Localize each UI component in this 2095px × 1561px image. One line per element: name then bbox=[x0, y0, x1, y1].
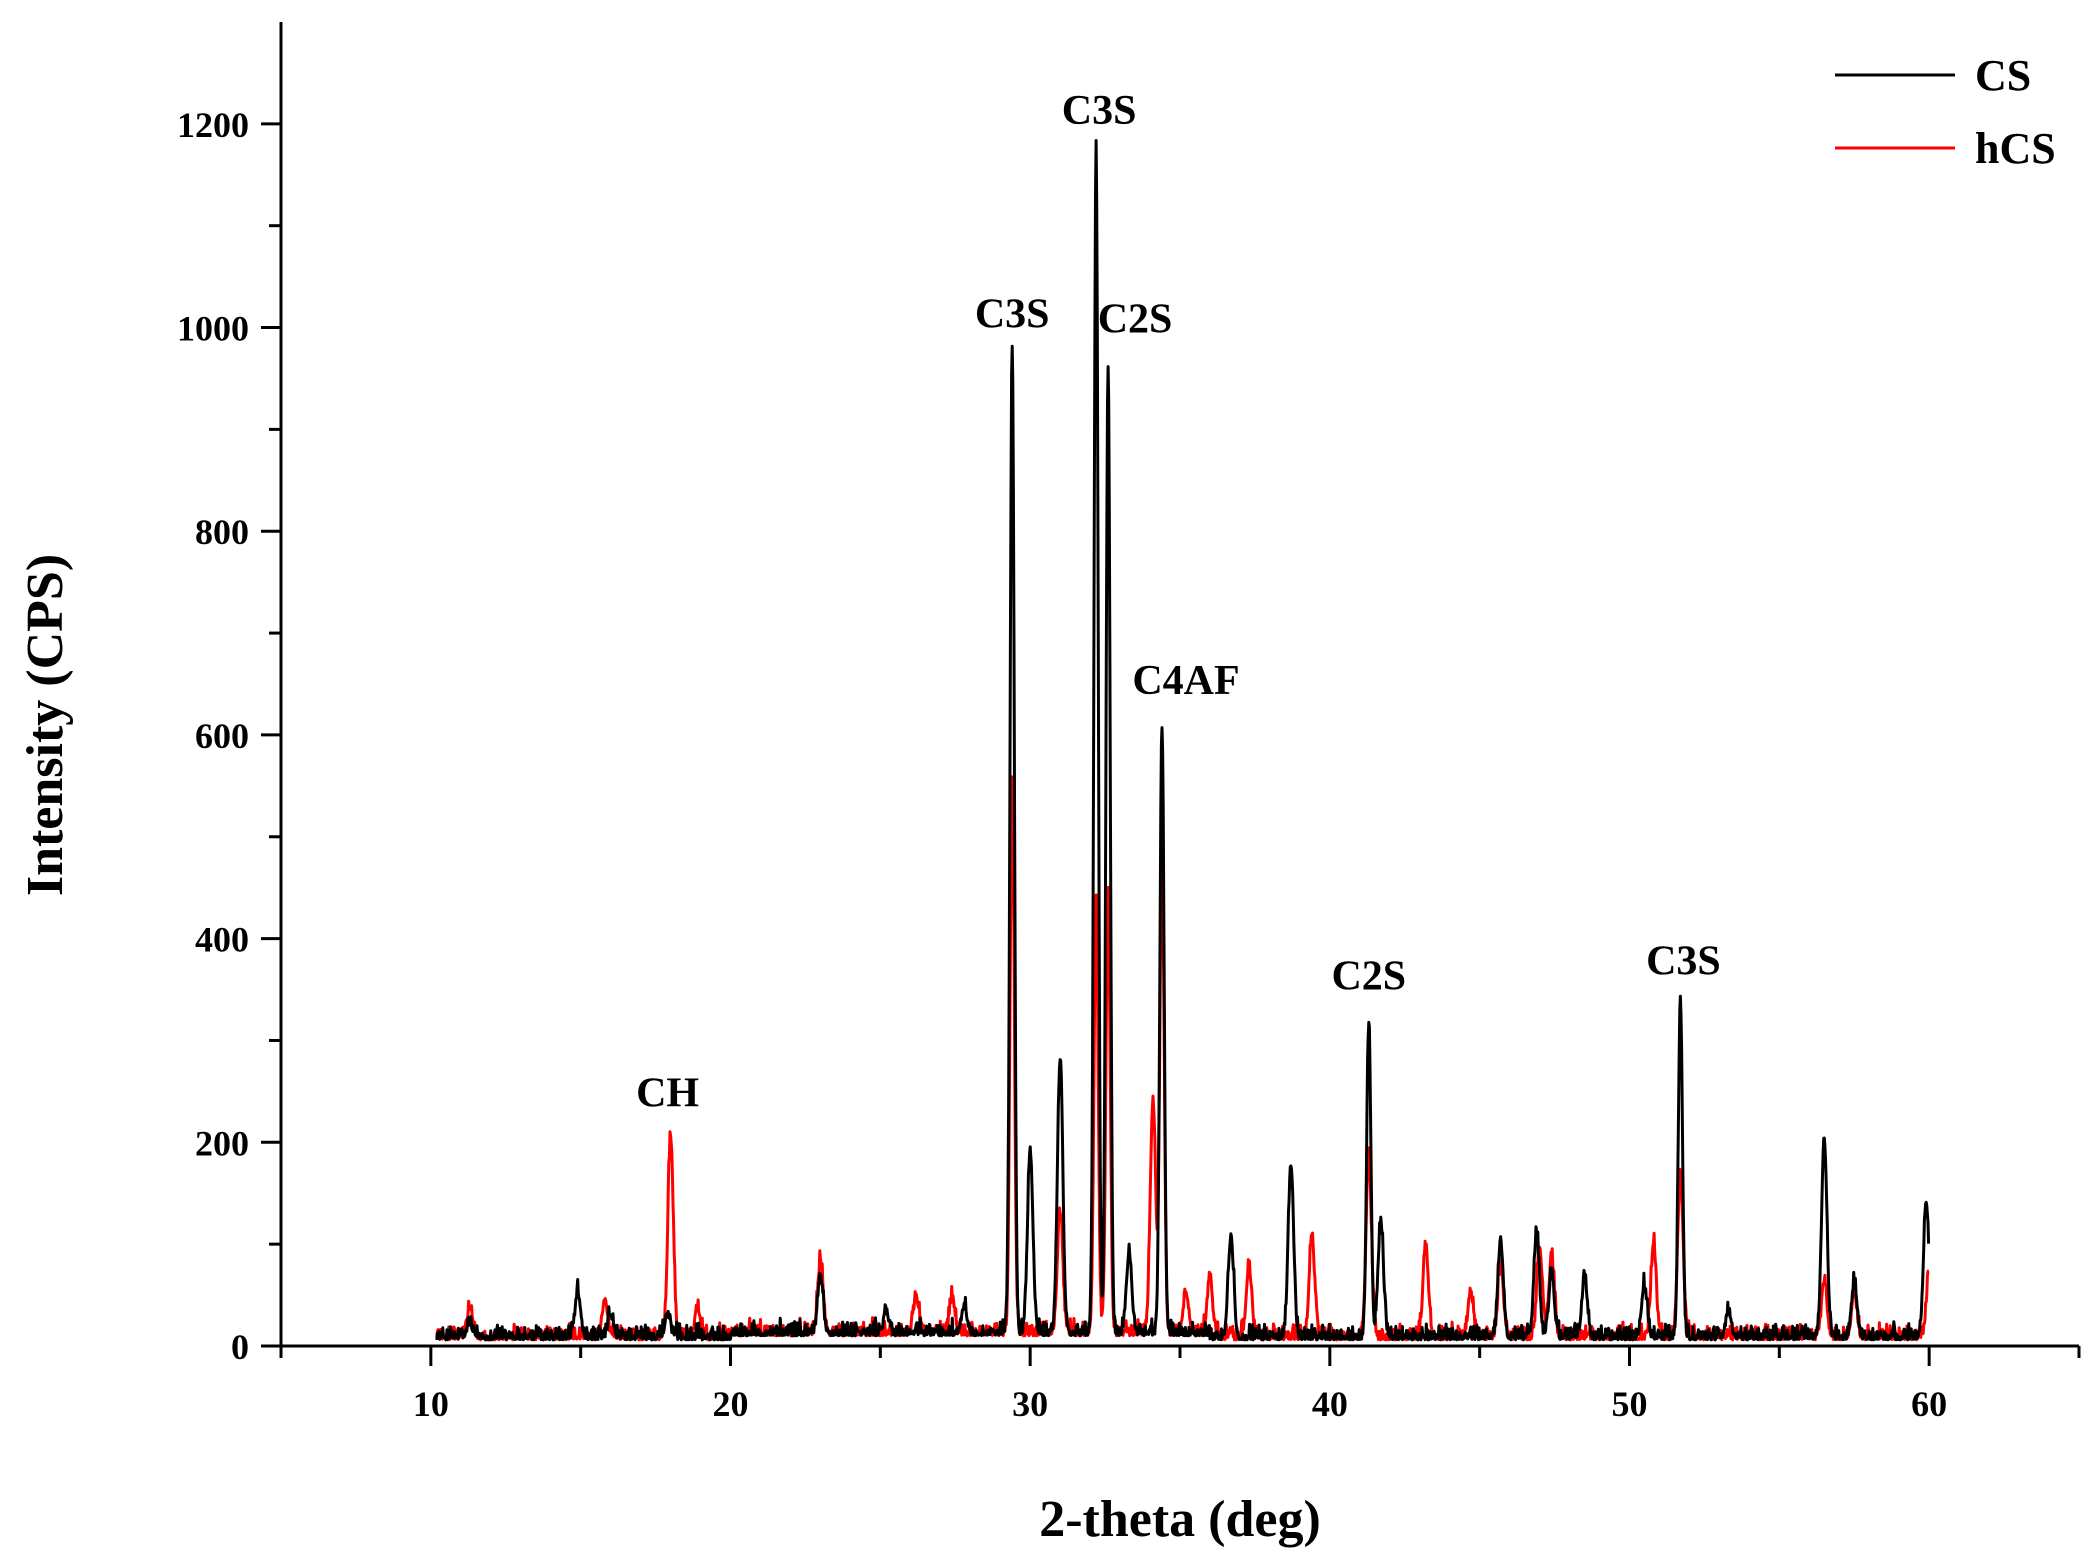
x-axis-title: 2-theta (deg) bbox=[1039, 1491, 1321, 1548]
x-tick-label: 60 bbox=[1911, 1384, 1947, 1424]
legend-label-CS: CS bbox=[1975, 51, 2031, 100]
y-axis-title: Intensity (CPS) bbox=[17, 554, 74, 896]
x-tick-label: 10 bbox=[413, 1384, 449, 1424]
y-tick-label: 400 bbox=[195, 920, 249, 960]
peak-annotations: CH C3S C3S C2S C4AF C2S C3S bbox=[636, 88, 1721, 1117]
legend: CS hCS bbox=[1835, 51, 2056, 173]
y-tick-label: 1000 bbox=[177, 309, 249, 349]
y-tick-label: 1200 bbox=[177, 105, 249, 145]
x-tick-label: 30 bbox=[1012, 1384, 1048, 1424]
x-axis-ticks: 10 20 30 40 50 60 bbox=[279, 1346, 2081, 1424]
x-tick-label: 20 bbox=[713, 1384, 749, 1424]
y-tick-label: 200 bbox=[195, 1123, 249, 1163]
x-tick-label: 40 bbox=[1312, 1384, 1348, 1424]
peak-annotation: C2S bbox=[1098, 297, 1173, 343]
peak-annotation: C3S bbox=[1646, 938, 1721, 984]
legend-label-hCS: hCS bbox=[1975, 124, 2056, 173]
peak-annotation: C2S bbox=[1331, 954, 1406, 1000]
series-line-hCS bbox=[435, 775, 1930, 1342]
x-tick-label: 50 bbox=[1612, 1384, 1648, 1424]
peak-annotation: CH bbox=[636, 1071, 699, 1117]
y-tick-label: 800 bbox=[195, 512, 249, 552]
series-line-CS bbox=[435, 139, 1931, 1342]
y-tick-label: 0 bbox=[231, 1327, 249, 1367]
y-axis-ticks: 0 200 400 600 800 1000 1200 bbox=[177, 105, 281, 1367]
peak-annotation: C3S bbox=[975, 292, 1050, 338]
peak-annotation: C3S bbox=[1062, 88, 1137, 134]
plot-area bbox=[435, 139, 1931, 1342]
y-tick-label: 600 bbox=[195, 716, 249, 756]
peak-annotation: C4AF bbox=[1132, 658, 1239, 704]
